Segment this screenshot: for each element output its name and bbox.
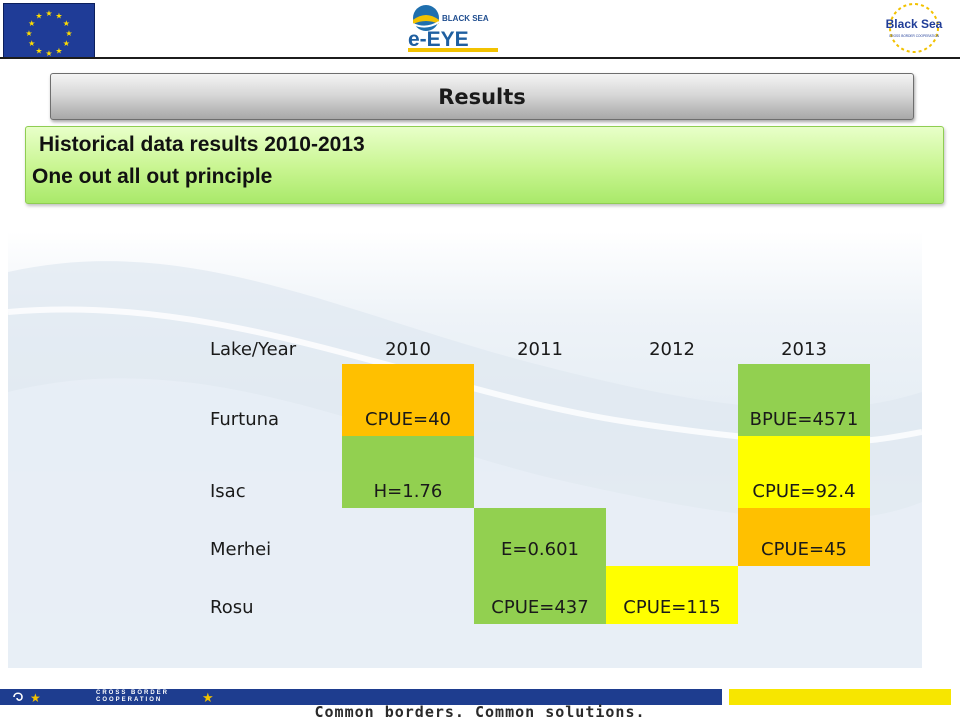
svg-text:★: ★ — [35, 12, 42, 21]
lake-name: Merhei — [210, 539, 272, 560]
header-divider — [0, 57, 960, 59]
table-row: Isac H=1.76 CPUE=92.4 — [170, 436, 870, 508]
table-cell: BPUE=4571 — [738, 364, 870, 436]
slide-header: ★ ★ ★ ★ ★ ★ ★ ★ ★ ★ ★ ★ BLACK SEA e-EYE — [0, 0, 960, 59]
svg-text:Black Sea: Black Sea — [886, 17, 943, 31]
eu-flag-logo: ★ ★ ★ ★ ★ ★ ★ ★ ★ ★ ★ ★ — [3, 3, 95, 59]
table-cell: CPUE=45 — [738, 508, 870, 566]
svg-text:★: ★ — [30, 691, 41, 705]
svg-text:★: ★ — [35, 46, 42, 55]
svg-text:★: ★ — [55, 46, 62, 55]
header-cell-2013: 2013 — [781, 339, 827, 360]
svg-text:★: ★ — [202, 691, 214, 705]
svg-text:★: ★ — [65, 29, 72, 38]
table-header-row: Lake/Year 2010 2011 2012 2013 — [170, 328, 870, 364]
results-title-bar: Results — [50, 73, 914, 120]
table-row: Furtuna CPUE=40 BPUE=4571 — [170, 364, 870, 436]
svg-text:★: ★ — [45, 9, 52, 18]
footer-star-icon: ★ — [202, 691, 214, 705]
footer-swirl-icon: ★ — [13, 691, 41, 705]
table-cell: CPUE=437 — [474, 566, 606, 624]
footer-yellow-bar — [729, 689, 951, 705]
black-sea-e-eye-logo: BLACK SEA e-EYE — [404, 0, 504, 56]
table-cell — [738, 566, 870, 624]
svg-text:★: ★ — [63, 39, 70, 48]
footer-program-line-2: COOPERATION — [96, 697, 163, 703]
table-cell: E=0.601 — [474, 508, 606, 566]
svg-text:★: ★ — [63, 19, 70, 28]
subtitle-box: Historical data results 2010-2013 One ou… — [25, 126, 944, 204]
slide-title: Results — [438, 84, 526, 109]
table-cell — [342, 508, 474, 566]
header-cell-2012: 2012 — [649, 339, 695, 360]
svg-text:★: ★ — [28, 39, 35, 48]
subtitle-line-2: One out all out principle — [32, 165, 273, 188]
table-cell — [342, 566, 474, 624]
footer-slogan: Common borders. Common solutions. — [314, 703, 646, 721]
subtitle-line-1: Historical data results 2010-2013 — [39, 133, 365, 156]
table-row: Merhei E=0.601 CPUE=45 — [170, 508, 870, 566]
svg-text:★: ★ — [45, 49, 52, 58]
black-sea-cbc-logo: Black Sea CROSS BORDER COOPERATION — [878, 2, 950, 54]
table-cell: CPUE=40 — [342, 364, 474, 436]
table-cell: CPUE=115 — [606, 566, 738, 624]
footer-blue-bar — [0, 689, 722, 705]
table-cell — [606, 364, 738, 436]
lake-name: Furtuna — [210, 409, 280, 430]
table-cell — [474, 364, 606, 436]
table-cell: CPUE=92.4 — [738, 436, 870, 508]
svg-text:e-EYE: e-EYE — [408, 28, 469, 51]
table-cell — [606, 508, 738, 566]
lake-name: Isac — [210, 481, 246, 502]
table-cell: H=1.76 — [342, 436, 474, 508]
table-cell — [474, 436, 606, 508]
header-cell-2011: 2011 — [517, 339, 563, 360]
svg-text:CROSS BORDER COOPERATION: CROSS BORDER COOPERATION — [889, 34, 940, 38]
header-cell-2010: 2010 — [385, 339, 431, 360]
svg-text:★: ★ — [25, 29, 32, 38]
header-cell-lake-year: Lake/Year — [210, 339, 297, 360]
results-table: Lake/Year 2010 2011 2012 2013 Furtuna CP… — [170, 328, 870, 624]
svg-text:★: ★ — [28, 19, 35, 28]
svg-text:BLACK SEA: BLACK SEA — [442, 14, 489, 23]
svg-text:★: ★ — [55, 12, 62, 21]
footer-program-label: CROSS BORDER COOPERATION — [96, 690, 169, 704]
table-cell — [606, 436, 738, 508]
footer-program-line-1: CROSS BORDER — [96, 690, 170, 696]
lake-name: Rosu — [210, 597, 254, 618]
table-row: Rosu CPUE=437 CPUE=115 — [170, 566, 870, 624]
